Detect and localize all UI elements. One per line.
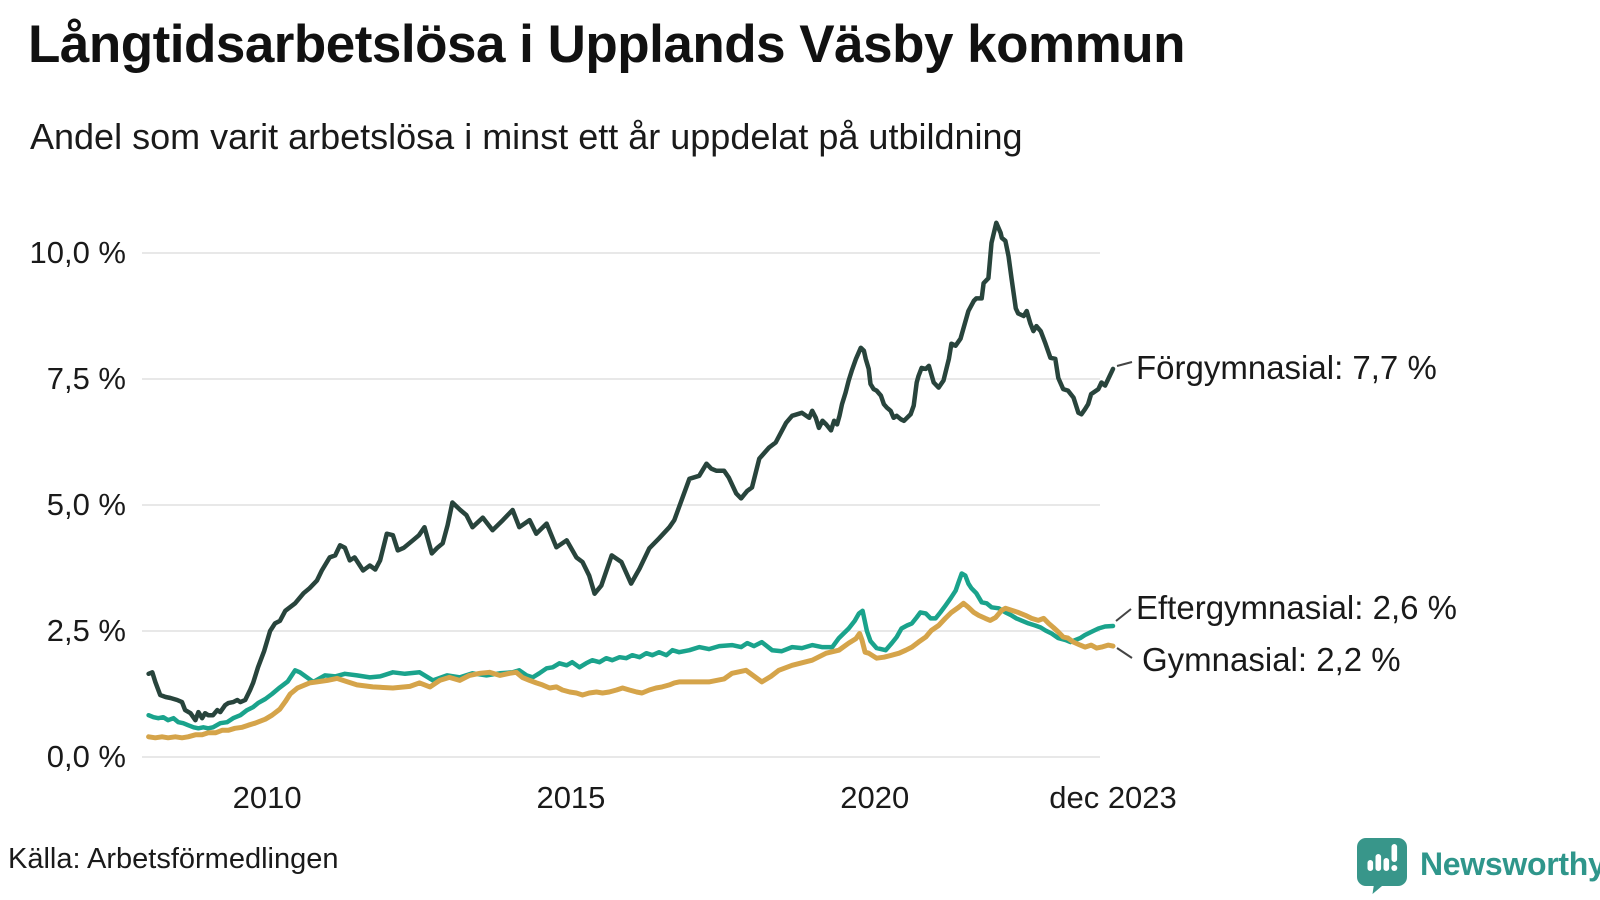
y-axis-tick-label: 2,5 % [46, 613, 126, 648]
logo-exclamation-bar [1391, 844, 1398, 862]
label-connector [1116, 647, 1133, 659]
source-note: Källa: Arbetsförmedlingen [8, 843, 339, 875]
logo-bubble-shape [1357, 838, 1407, 894]
page-title: Långtidsarbetslösa i Upplands Väsby komm… [28, 15, 1186, 74]
y-axis-tick-label: 10,0 % [29, 235, 126, 270]
newsworthy-logo: Newsworthy [1354, 834, 1600, 894]
logo-exclamation-dot [1391, 865, 1398, 871]
logo-bar-1 [1367, 860, 1374, 871]
series-label-gymnasial: Gymnasial: 2,2 % [1142, 641, 1401, 678]
series-line-eftergymnasial [146, 571, 1116, 731]
newsworthy-logo-text: Newsworthy [1420, 845, 1600, 882]
page-subtitle: Andel som varit arbetslösa i minst ett å… [30, 116, 1023, 157]
logo-bar-2 [1375, 854, 1382, 871]
label-connector [1116, 361, 1133, 367]
y-axis-tick-label: 7,5 % [46, 361, 126, 396]
x-axis-tick-label: dec 2023 [1049, 780, 1177, 815]
series-label-eftergymnasial: Eftergymnasial: 2,6 % [1136, 589, 1457, 626]
y-axis-tick-label: 0,0 % [46, 739, 126, 774]
newsworthy-logo-icon [1357, 838, 1407, 894]
y-axis-tick-label: 5,0 % [46, 487, 126, 522]
label-connector [1115, 608, 1132, 622]
series-line-gymnasial [146, 600, 1116, 741]
series-label-forgymnasial: Förgymnasial: 7,7 % [1136, 349, 1437, 386]
series-line-förgymnasial [146, 220, 1116, 723]
x-axis-tick-label: 2015 [536, 780, 606, 815]
x-axis-tick-label: 2010 [232, 780, 302, 815]
x-axis-tick-label: 2020 [840, 780, 910, 815]
logo-bar-3 [1383, 858, 1390, 871]
